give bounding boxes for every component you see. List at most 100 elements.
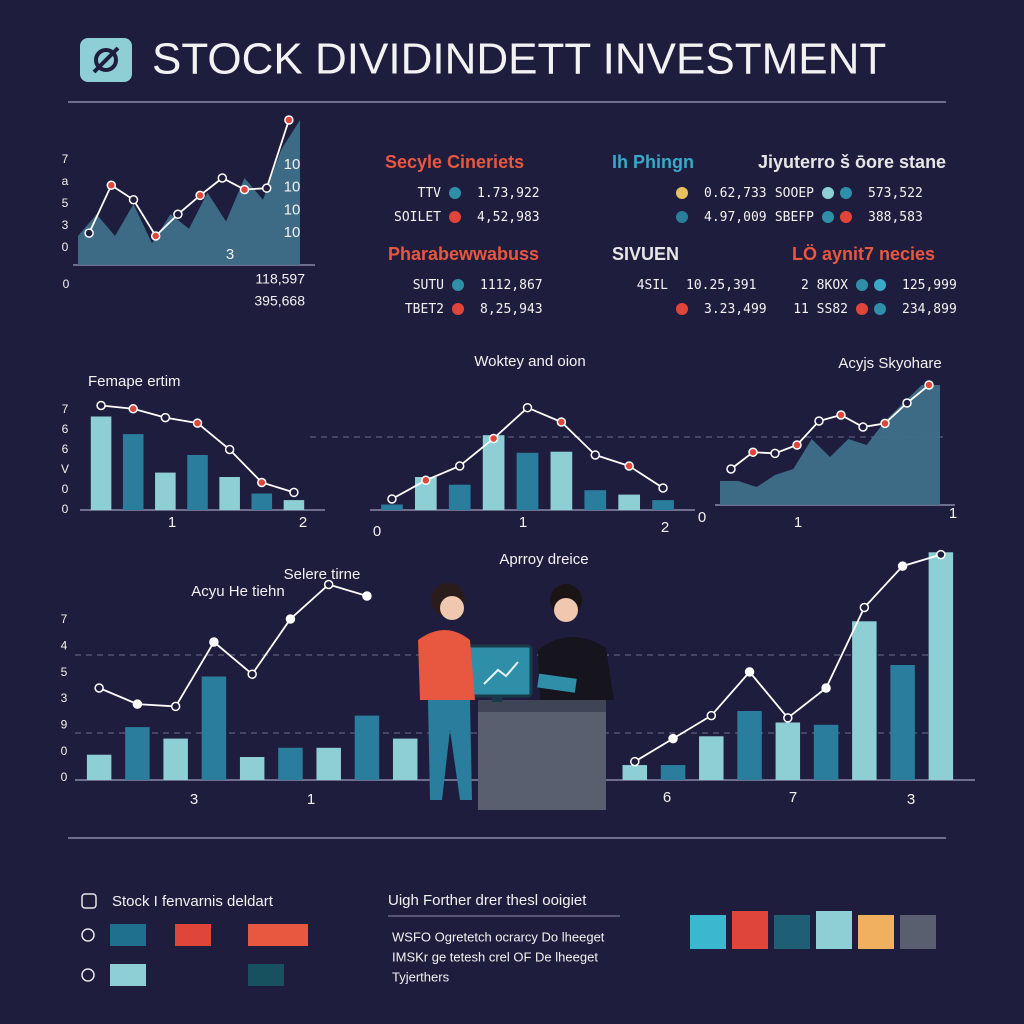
person-sweater xyxy=(538,636,614,700)
desk xyxy=(478,700,606,810)
stat-dot xyxy=(822,187,834,199)
line-marker xyxy=(421,475,431,486)
right-tick-label: 10 xyxy=(284,156,301,173)
stat-row: SOOEP 573,522 xyxy=(758,181,946,205)
bar xyxy=(163,738,188,780)
x-tick-label: 2 xyxy=(661,519,669,536)
stat-row: SBEFP 388,583 xyxy=(758,205,946,229)
stat-row: SOILET 4,52,983 xyxy=(385,205,540,229)
line-marker xyxy=(454,461,465,471)
y-tick-label: V xyxy=(61,462,69,476)
line-marker xyxy=(880,418,890,429)
line-marker xyxy=(128,195,139,205)
line-marker xyxy=(224,444,235,455)
palette-swatch xyxy=(690,915,726,949)
area xyxy=(78,120,300,265)
line-marker xyxy=(323,579,334,590)
illustration xyxy=(418,583,614,810)
x-tick-label: 1 xyxy=(794,514,802,531)
legend-swatch xyxy=(110,924,146,946)
bar xyxy=(122,434,144,510)
y-tick-label: 4 xyxy=(61,639,68,653)
line-marker xyxy=(859,602,870,613)
stat-label: TTV xyxy=(417,185,441,201)
bar xyxy=(890,665,915,780)
line-marker xyxy=(217,173,228,183)
x-tick-label: 7 xyxy=(789,789,797,806)
chart-title: Acyu He tiehn xyxy=(191,583,284,600)
person-face xyxy=(554,598,578,622)
palette-swatch xyxy=(732,911,768,949)
legend-title: Stock I fenvarnis deldart xyxy=(112,893,274,910)
line-marker xyxy=(726,464,736,474)
stat-label: SUTU xyxy=(412,277,444,293)
stat-row: 0.62,733 xyxy=(612,181,767,205)
bar xyxy=(852,621,877,780)
stat-value: 125,999 xyxy=(902,277,957,293)
stat-label: 11 SS82 xyxy=(793,301,848,317)
line-marker xyxy=(706,710,717,721)
x-tick-label: 2 xyxy=(299,514,307,531)
line-marker xyxy=(285,614,296,624)
palette-swatch xyxy=(858,915,894,949)
y-tick-label: 3 xyxy=(61,691,68,705)
line-marker xyxy=(556,417,567,427)
page-title: STOCK DIVIDINDETT INVESTMENT xyxy=(152,35,886,84)
x-tick-label: 0 xyxy=(698,509,706,526)
stat-title: SIVUEN xyxy=(612,244,680,264)
chart-title: Woktey and oion xyxy=(474,353,585,370)
stat-value: 4.97,009 xyxy=(704,209,767,225)
line-marker xyxy=(257,477,267,488)
right-tick-label: 10 xyxy=(284,201,301,218)
stat-row: TTV 1.73,922 xyxy=(385,181,540,205)
logo-glyph xyxy=(94,48,118,72)
line-marker xyxy=(814,416,824,426)
bar xyxy=(219,477,240,510)
line-marker xyxy=(770,448,780,459)
stat-value: 388,583 xyxy=(868,209,923,225)
bar xyxy=(90,416,112,510)
stat-dot xyxy=(449,187,461,199)
line-marker xyxy=(924,380,934,390)
chart-title: Acyjs Skyohare xyxy=(838,355,941,372)
y-tick-label: 5 xyxy=(61,665,68,679)
notes-line: IMSKr ge tetesh crel OF De lheeget xyxy=(392,949,598,964)
bar xyxy=(125,727,150,780)
stat-block: SIVUEN 4SIL 10.25,391 3.23,499 xyxy=(612,244,767,321)
right-tick-label: 10 xyxy=(284,179,301,196)
monitor-glyph xyxy=(483,661,519,685)
stat-row: 4SIL 10.25,391 xyxy=(612,273,767,297)
stat-row: 2 8KOX 125,999 xyxy=(792,273,957,297)
x-tick-label: 6 xyxy=(663,789,671,806)
stat-value: 1.73,922 xyxy=(477,185,540,201)
line-marker xyxy=(658,483,668,493)
stat-label: 2 8KOX xyxy=(801,277,848,293)
bar xyxy=(239,757,265,780)
person-sweater xyxy=(418,630,475,700)
y-tick-label: 0 xyxy=(61,744,68,758)
line-marker xyxy=(668,733,678,744)
bar xyxy=(652,500,674,510)
line-marker xyxy=(748,447,758,457)
stat-title: LÖ aynit7 necies xyxy=(792,244,936,264)
bar xyxy=(813,724,839,780)
palette-swatch xyxy=(774,915,810,949)
bar xyxy=(201,676,227,780)
line-marker xyxy=(858,422,868,432)
bar xyxy=(316,747,341,780)
stat-block: Jiyuterro š ōore stane SOOEP 573,522 SBEFP 3… xyxy=(758,152,946,229)
line-marker xyxy=(261,183,272,193)
y-tick-label: 7 xyxy=(61,612,68,626)
bar xyxy=(584,490,607,510)
line-marker xyxy=(84,228,94,238)
stat-value: 234,899 xyxy=(902,301,957,317)
stat-label: TBET2 xyxy=(404,301,444,317)
line-marker xyxy=(744,667,755,677)
y-tick-label: 0 xyxy=(61,770,68,784)
desk-top xyxy=(478,700,606,712)
stat-value: 3.23,499 xyxy=(704,301,767,317)
x-tick-label: 1 xyxy=(307,791,315,808)
legend-bullet xyxy=(81,928,95,942)
y-tick-label: 3 xyxy=(62,218,69,232)
stat-row: 11 SS82 234,899 xyxy=(792,297,957,321)
